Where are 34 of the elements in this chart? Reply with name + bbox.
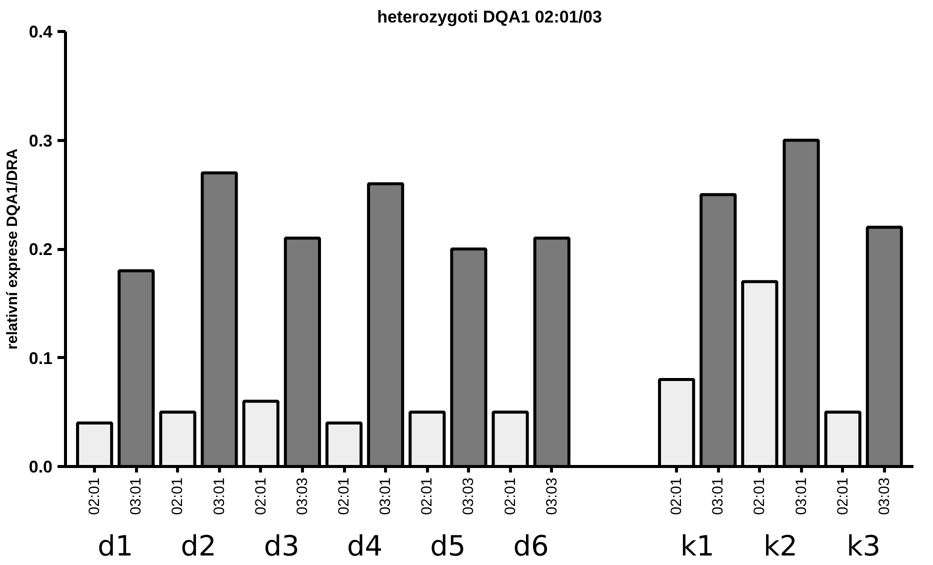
y-tick-label: 0.0: [28, 458, 53, 476]
y-tick-label: 0.2: [28, 240, 53, 259]
x-tick-label: 03:01: [128, 477, 145, 516]
text: d6: [513, 530, 549, 562]
x-tick-label: 02:01: [834, 477, 852, 516]
text: d1: [98, 530, 134, 562]
x-tick-label: 03:01: [710, 477, 727, 516]
chart-title: heterozygoti DQA1 02:01/03: [377, 8, 602, 26]
x-tick-label: 02:01: [169, 477, 186, 516]
text: d5: [430, 530, 466, 562]
x-tick-label: 03:03: [543, 477, 560, 516]
y-tick-label: 0.1: [28, 348, 53, 368]
y-tick-label: 0.4: [28, 22, 54, 42]
x-tick-label: 02:01: [668, 477, 686, 516]
text: d3: [264, 530, 300, 562]
x-tick-label: 02:01: [86, 477, 104, 516]
x-tick-label: 02:01: [418, 477, 436, 516]
y-tick-label: 0.3: [28, 131, 53, 150]
x-tick-label: 03:03: [876, 477, 893, 516]
x-tick-label: 02:01: [252, 477, 270, 516]
x-tick-label: 03:03: [294, 477, 311, 516]
x-tick-label: 03:01: [377, 477, 394, 516]
x-tick-label: 03:03: [460, 477, 478, 516]
text: d2: [180, 530, 216, 562]
x-tick-label: 02:01: [502, 477, 519, 516]
text: k3: [846, 530, 881, 562]
x-tick-label: 03:01: [792, 477, 810, 516]
text: k1: [680, 530, 714, 562]
text: k2: [763, 530, 798, 562]
x-tick-label: 02:01: [751, 477, 768, 516]
x-tick-label: 03:01: [210, 477, 228, 516]
text: d4: [347, 530, 383, 562]
x-tick-label: 02:01: [336, 477, 353, 516]
y-axis-title: relativní exprese DQA1/DRA: [4, 148, 21, 350]
